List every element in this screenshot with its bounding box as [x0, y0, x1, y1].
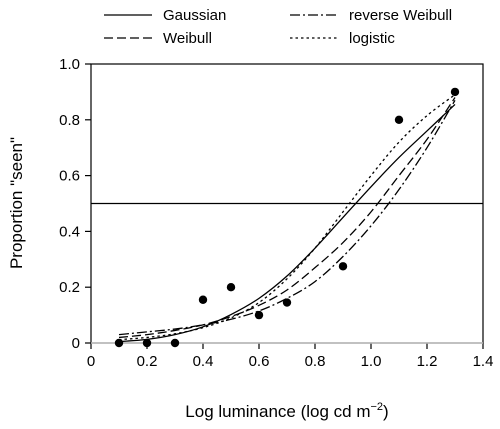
y-tick-label: 1.0: [59, 56, 80, 73]
data-point: [170, 338, 180, 348]
data-point: [394, 115, 404, 125]
legend-label: Gaussian: [163, 7, 226, 24]
x-axis-label: Log luminance (log cd m−2): [185, 401, 388, 421]
legend: Gaussian Weibull reverse Weibull logistic: [104, 7, 452, 47]
y-axis-label: Proportion "seen": [7, 137, 26, 269]
x-tick-label: 0.2: [137, 353, 158, 370]
legend-label: Weibull: [163, 30, 212, 47]
y-tick-label: 0.2: [59, 279, 80, 296]
y-tick-label: 0.4: [59, 223, 80, 240]
data-point: [254, 310, 264, 320]
axis-ticks: 0 0.2 0.4 0.6 0.8 1.0 1.2 1.4 0 0.2 0.4 0.6 0.8 1.0: [59, 56, 493, 370]
x-tick-label: 0.8: [305, 353, 326, 370]
x-tick-label: 0.6: [249, 353, 270, 370]
curve-logistic: [118, 94, 456, 341]
y-tick-label: 0.8: [59, 112, 80, 129]
data-point: [338, 262, 348, 271]
data-point: [114, 338, 124, 348]
legend-label: reverse Weibull: [349, 7, 452, 24]
legend-label: logistic: [349, 30, 395, 47]
x-tick-label: 1.0: [361, 353, 382, 370]
curve-reverse-weibull: [118, 99, 456, 336]
curve-weibull: [118, 97, 456, 339]
data-points: [114, 87, 460, 348]
data-point: [198, 295, 208, 304]
data-point: [226, 283, 236, 292]
data-point: [450, 87, 460, 97]
x-tick-label: 1.4: [473, 353, 494, 370]
reference-lines: [91, 202, 483, 344]
y-tick-label: 0.6: [59, 168, 80, 185]
x-tick-label: 0: [87, 353, 95, 370]
curve-gaussian: [118, 103, 456, 343]
fitted-curves: [118, 94, 456, 343]
x-tick-label: 1.2: [417, 353, 438, 370]
x-tick-label: 0.4: [193, 353, 214, 370]
data-point: [142, 338, 152, 348]
y-tick-label: 0: [72, 335, 80, 352]
data-point: [282, 298, 292, 307]
